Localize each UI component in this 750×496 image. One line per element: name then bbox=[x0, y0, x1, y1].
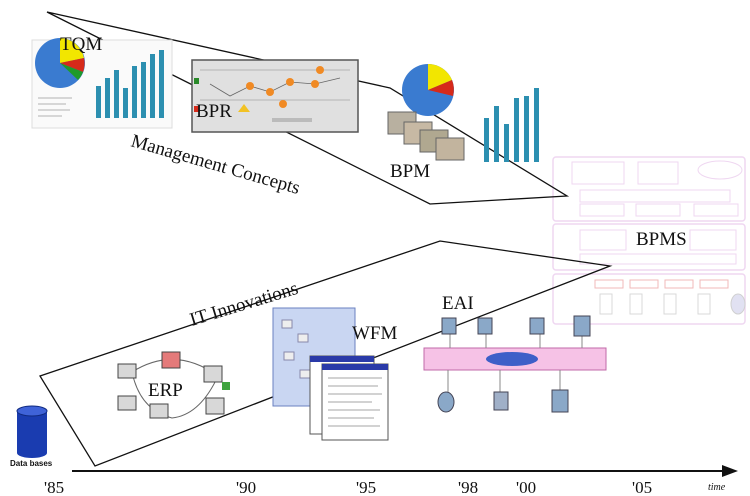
tick-90: '90 bbox=[236, 478, 256, 496]
tqm-chart-icon bbox=[31, 38, 173, 129]
timeline-axis bbox=[72, 465, 738, 477]
tqm-label: TQM bbox=[60, 34, 102, 55]
erp-label: ERP bbox=[148, 380, 183, 401]
bpr-label: BPR bbox=[196, 101, 232, 122]
it-innovations-band bbox=[39, 240, 613, 467]
eai-label: EAI bbox=[442, 293, 474, 314]
tick-85: '85 bbox=[44, 478, 64, 496]
wfm-screens-icon bbox=[272, 307, 389, 441]
bpm-label: BPM bbox=[390, 161, 430, 182]
erp-network-icon bbox=[117, 351, 230, 419]
tick-98: '98 bbox=[458, 478, 478, 496]
bpms-architecture bbox=[552, 156, 746, 325]
database-icon bbox=[16, 405, 48, 458]
tick-05: '05 bbox=[632, 478, 652, 496]
eai-integration-icon bbox=[423, 315, 607, 413]
time-axis-label: time bbox=[708, 482, 726, 493]
databases-label: Data bases bbox=[10, 459, 53, 468]
bpr-process-icon bbox=[191, 59, 359, 133]
bpm-chart-icon bbox=[387, 64, 539, 162]
tick-95: '95 bbox=[356, 478, 376, 496]
wfm-label: WFM bbox=[352, 323, 398, 344]
tick-00: '00 bbox=[516, 478, 536, 496]
management-concepts-label: Management Concepts bbox=[129, 131, 303, 199]
bpms-label: BPMS bbox=[636, 229, 687, 250]
